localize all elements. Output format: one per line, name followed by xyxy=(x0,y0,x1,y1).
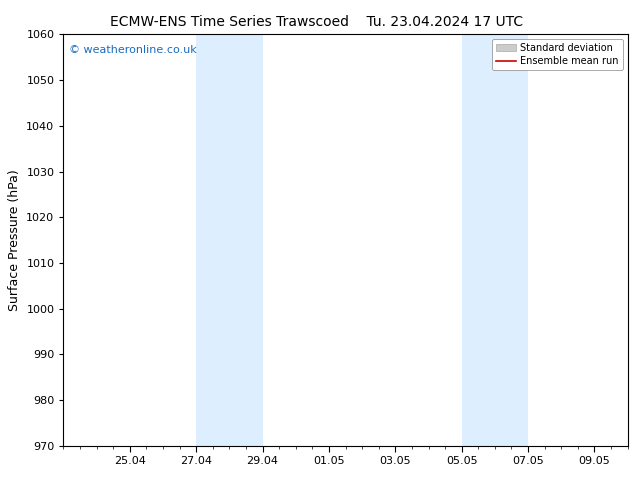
Text: ECMW-ENS Time Series Trawscoed    Tu. 23.04.2024 17 UTC: ECMW-ENS Time Series Trawscoed Tu. 23.04… xyxy=(110,15,524,29)
Bar xyxy=(462,34,528,446)
Legend: Standard deviation, Ensemble mean run: Standard deviation, Ensemble mean run xyxy=(492,39,623,70)
Y-axis label: Surface Pressure (hPa): Surface Pressure (hPa) xyxy=(8,169,21,311)
Bar xyxy=(196,34,262,446)
Text: © weatheronline.co.uk: © weatheronline.co.uk xyxy=(69,45,197,54)
